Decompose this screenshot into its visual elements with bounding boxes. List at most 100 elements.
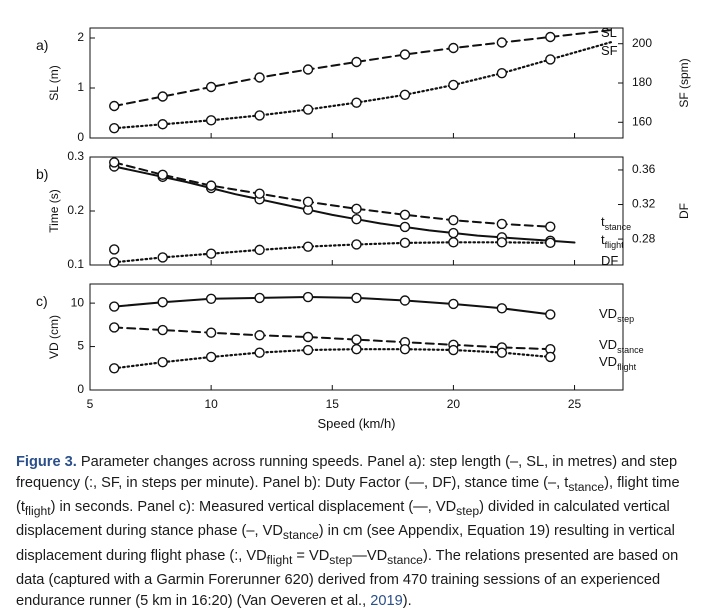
data-point-sl [448, 42, 459, 54]
data-point-vd-stance [302, 331, 314, 343]
caption-text: ) in seconds. Panel c): Measured vertica… [50, 498, 457, 515]
y-right-axis-label: SF (spm) [677, 58, 691, 107]
data-point-vd-step [109, 301, 120, 312]
caption-text: ), flight time (t [16, 474, 680, 515]
series-label-vd-stance: VDstance [599, 337, 644, 355]
y-tick-label: 1 [77, 80, 84, 94]
data-point-sf [448, 79, 459, 91]
data-point-t-stance [351, 203, 362, 215]
data-point-sf [351, 97, 362, 108]
series-label-sl: SL [601, 25, 617, 40]
data-point-t-flight [448, 237, 459, 248]
series-line-vd-flight [113, 348, 552, 370]
caption-text: = VD [292, 547, 330, 564]
y-tick-label: 10 [71, 295, 85, 309]
y-axis-label: SL (m) [47, 65, 61, 101]
y-tick-label: 5 [77, 339, 84, 353]
caption-sub: stance [568, 479, 605, 494]
data-point-t-flight [157, 252, 168, 263]
series-label-vd-step: VDstep [599, 306, 634, 324]
data-point-outlier [109, 244, 120, 255]
data-point-sl [302, 64, 314, 75]
panel-label: b) [36, 166, 48, 182]
y-right-axis-label: DF [677, 203, 691, 219]
data-point-t-flight [205, 248, 217, 259]
data-point-sl [254, 72, 265, 83]
series-label-t-stance: tstance [601, 214, 631, 232]
series-line-t-stance [113, 161, 552, 228]
data-point-t-stance [399, 209, 411, 220]
data-point-sf [254, 110, 265, 121]
data-point-vd-flight [399, 343, 411, 355]
data-point-df [351, 214, 362, 225]
data-point-vd-flight [496, 347, 508, 358]
series-label-sf: SF [601, 43, 618, 58]
data-point-t-stance [205, 180, 217, 191]
caption-text: ). [402, 592, 412, 609]
caption-sub: stance [282, 528, 319, 543]
data-point-t-flight [302, 241, 314, 252]
y-tick-label: 0 [77, 382, 84, 396]
data-point-vd-step [448, 298, 459, 310]
data-point-sl [351, 56, 362, 68]
data-point-t-flight [254, 244, 265, 256]
data-point-sl [399, 49, 411, 60]
series-line-vd-step [113, 295, 552, 316]
figure-caption: Figure 3. Parameter changes across runni… [16, 452, 710, 611]
caption-text: ) divided in calculated vertical displac… [16, 498, 670, 540]
citation-link[interactable]: 2019 [370, 592, 403, 609]
y-right-tick-label: 0.36 [632, 162, 656, 176]
y-tick-label: 2 [77, 30, 84, 44]
data-point-vd-step [351, 292, 362, 304]
data-point-vd-flight [157, 356, 168, 368]
series-line-df [113, 165, 576, 244]
data-point-sf [399, 89, 411, 100]
data-point-t-flight [399, 237, 411, 249]
data-point-vd-flight [448, 344, 459, 356]
x-tick-label: 25 [568, 397, 582, 411]
panel-label: a) [36, 37, 48, 53]
data-point-sf [545, 54, 556, 65]
data-point-vd-flight [302, 344, 314, 356]
x-tick-label: 15 [326, 397, 340, 411]
data-point-vd-flight [254, 347, 265, 358]
y-right-tick-label: 0.28 [632, 231, 656, 245]
y-tick-label: 0.3 [67, 149, 84, 163]
data-point-sl [109, 100, 120, 112]
x-tick-label: 10 [204, 397, 218, 411]
data-point-t-flight [109, 257, 120, 268]
y-tick-label: 0 [77, 130, 84, 144]
data-point-t-flight [545, 237, 556, 249]
data-point-sf [109, 122, 120, 134]
data-point-t-stance [254, 188, 265, 199]
series-label-vd-flight: VDflight [599, 354, 637, 372]
data-point-vd-flight [545, 351, 556, 363]
series-label-df: DF [601, 253, 618, 268]
data-point-sl [205, 81, 217, 93]
y-axis-label: Time (s) [47, 189, 61, 233]
caption-sub: step [456, 503, 480, 518]
data-point-sf [496, 67, 508, 79]
x-tick-label: 5 [87, 397, 94, 411]
data-point-sf [302, 104, 314, 115]
data-point-vd-step [254, 292, 265, 304]
data-point-sl [496, 37, 508, 48]
data-point-df [399, 221, 411, 233]
series-line-sl [113, 29, 612, 107]
data-point-sl [157, 91, 168, 102]
data-point-vd-stance [205, 327, 217, 338]
caption-text: ) in cm (see Appendix, Equation 19) resu… [16, 523, 675, 564]
series-line-vd-stance [113, 326, 552, 351]
x-axis-label: Speed (km/h) [317, 416, 395, 431]
y-right-tick-label: 180 [632, 75, 652, 89]
series-line-t-flight [113, 241, 552, 264]
data-point-vd-step [545, 309, 556, 320]
data-point-vd-flight [205, 351, 217, 363]
data-point-t-flight [496, 237, 508, 248]
data-point-sl [545, 31, 556, 43]
panel-frame [89, 283, 624, 391]
panel-frame [89, 27, 624, 139]
caption-text: —VD [352, 547, 388, 564]
data-point-t-stance [157, 169, 168, 181]
